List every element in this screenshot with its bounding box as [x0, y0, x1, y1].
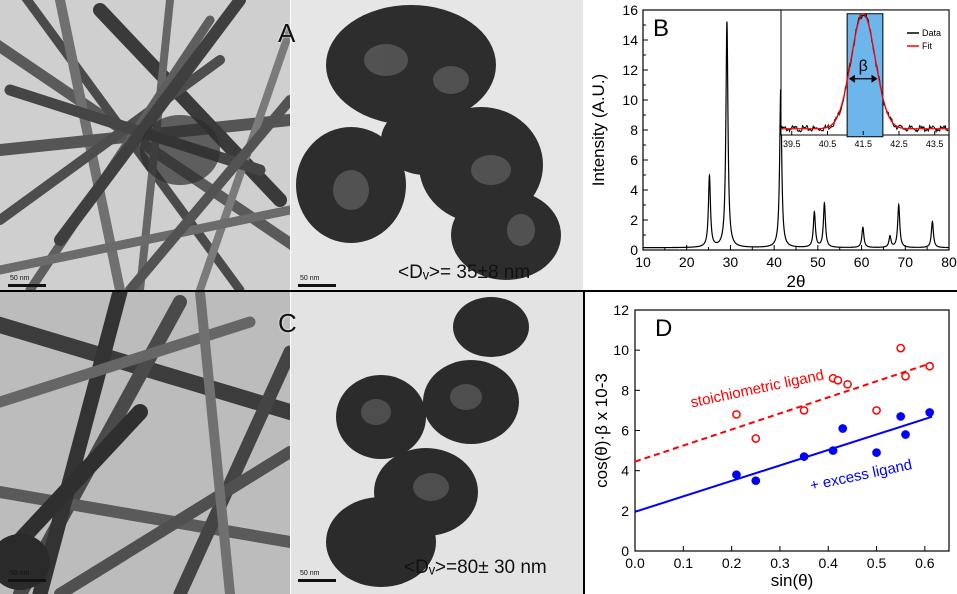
inset-x-tick-label: 41.5 [854, 139, 872, 149]
fit-line-excess [634, 415, 933, 513]
legend-label-data: Data [922, 28, 941, 38]
x-tick-label: 0.1 [674, 555, 694, 571]
series-label-excess: + excess ligand [809, 456, 914, 494]
fwhm-highlight-box [846, 13, 884, 138]
x-tick-label: 10 [635, 254, 651, 270]
y-tick-label: 12 [613, 302, 629, 318]
y-tick-label: 10 [622, 92, 638, 108]
inset-x-tick-label: 42.5 [890, 139, 908, 149]
scale-bar-a-left [8, 284, 46, 287]
y-tick-label: 6 [621, 423, 629, 439]
y-tick-label: 8 [621, 382, 629, 398]
fit-line-stoichiometric [634, 361, 933, 463]
x-tick-label: 50 [810, 254, 826, 270]
horizontal-divider [0, 290, 957, 292]
inset-x-tick-label: 43.5 [926, 139, 944, 149]
inset-x-tick-label: 39.5 [783, 139, 801, 149]
data-point-excess [732, 470, 741, 480]
y-tick-label: 2 [630, 212, 638, 228]
x-tick-label: 40 [766, 254, 782, 270]
tem-image-c-right [291, 292, 583, 594]
vertical-divider [583, 292, 585, 594]
y-tick-label: 8 [630, 122, 638, 138]
scale-bar-a-right [298, 284, 336, 287]
panel-letter-d: D [655, 315, 672, 342]
data-point-stoichiometric [896, 343, 906, 353]
x-axis-label: 2θ [787, 272, 806, 290]
x-axis-label: sin(θ) [771, 571, 814, 590]
x-tick-label: 0.0 [625, 555, 645, 571]
data-point-excess [751, 476, 761, 486]
x-tick-label: 80 [941, 254, 957, 270]
y-tick-label: 10 [613, 342, 629, 358]
data-point-excess [872, 448, 881, 457]
panel-letter-c: C [278, 308, 297, 338]
legend-label-fit: Fit [922, 41, 932, 51]
x-tick-label: 0.3 [770, 555, 790, 571]
inset-fit-line [781, 13, 949, 130]
data-point-excess [838, 424, 848, 433]
nanorods-texture [0, 0, 290, 290]
scale-label-a-left: 50 nm [10, 275, 30, 282]
x-tick-label: 70 [897, 254, 913, 270]
data-point-excess [925, 408, 935, 417]
x-tick-label: 0.4 [818, 555, 838, 571]
scale-bar-c-left [8, 579, 46, 582]
data-point-stoichiometric [833, 375, 843, 385]
scale-label-c-right: 50 nm [300, 570, 320, 577]
y-axis-label: Intensity (A.U.) [589, 74, 608, 186]
y-tick-label: 4 [630, 182, 638, 198]
y-tick-label: 6 [630, 152, 638, 168]
scale-bar-c-right [298, 579, 336, 582]
beta-arrowhead-right [871, 74, 878, 83]
data-point-stoichiometric [751, 434, 761, 443]
y-tick-label: 2 [621, 503, 629, 519]
y-tick-label: 0 [630, 242, 638, 258]
x-tick-label: 0.2 [722, 555, 742, 571]
nanoparticles-texture [291, 0, 583, 290]
x-tick-label: 0.5 [867, 555, 887, 571]
panel-letter-b: B [653, 15, 669, 42]
scale-label-c-left: 50 nm [10, 570, 30, 577]
panel-letter-a: A [278, 18, 296, 48]
beta-arrowhead-left [848, 74, 855, 83]
tem-image-a-right [291, 0, 583, 290]
y-tick-label: 12 [622, 62, 638, 78]
x-tick-label: 60 [854, 254, 870, 270]
nanoparticles-texture-c [291, 292, 583, 594]
scale-label-a-right: 50 nm [300, 275, 320, 282]
size-label-c: <Dᵥ>=80± 30 nm [404, 557, 547, 578]
y-tick-label: 4 [621, 463, 629, 479]
xrd-pattern-line [643, 21, 949, 249]
nanorods-texture-c [0, 292, 290, 594]
data-point-stoichiometric [843, 379, 852, 389]
size-label-a: <Dᵥ>= 35±8 nm [398, 262, 531, 283]
data-point-stoichiometric [732, 410, 741, 419]
data-point-excess [901, 430, 910, 439]
beta-label: β [859, 58, 868, 75]
x-tick-label: 30 [723, 254, 739, 270]
data-point-excess [828, 446, 838, 455]
data-point-stoichiometric [925, 361, 935, 371]
y-tick-label: 16 [622, 2, 638, 18]
data-point-stoichiometric [901, 371, 910, 381]
data-point-stoichiometric [872, 406, 881, 415]
x-tick-label: 20 [679, 254, 695, 270]
data-point-excess [799, 452, 809, 461]
tem-image-a-left [0, 0, 290, 290]
x-tick-label: 0.6 [915, 555, 935, 571]
data-point-excess [896, 412, 906, 421]
inset-x-tick-label: 40.5 [819, 139, 837, 149]
data-point-stoichiometric [799, 406, 809, 415]
williamson-hall-chart: 0.0 0.1 0.2 0.3 0.4 0.5 0.6 0 2 4 6 8 10 12 sin(θ) cos(… [592, 302, 950, 590]
series-label-stoichiometric: stoichiometric ligand [689, 367, 825, 412]
y-axis-label: cos(θ)·β x 10-3 [592, 373, 611, 488]
y-tick-label: 14 [622, 32, 638, 48]
y-tick-label: 0 [621, 543, 629, 559]
tem-image-c-left [0, 292, 290, 594]
xrd-chart: 10 20 30 40 50 60 70 80 0 2 4 6 8 10 12 14 16 2θ Intensity… [589, 2, 957, 290]
